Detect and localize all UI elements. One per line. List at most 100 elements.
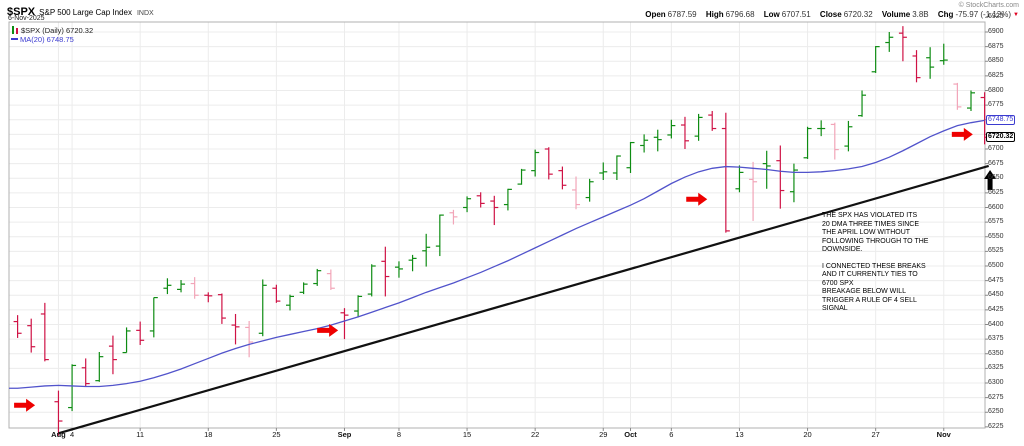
ohlc-bar bbox=[81, 358, 90, 387]
ohlc-bar bbox=[463, 196, 472, 213]
ohlc-bar bbox=[435, 214, 444, 257]
ohlc-bar bbox=[694, 113, 703, 141]
y-axis-label: 6400 bbox=[988, 320, 1004, 328]
ohlc-bar bbox=[939, 43, 948, 65]
ohlc-bar bbox=[572, 176, 581, 210]
y-axis-label: 6825 bbox=[988, 71, 1004, 79]
red-right-arrow bbox=[317, 323, 339, 337]
ohlc-bar bbox=[503, 188, 512, 211]
x-axis-label-oct: Oct bbox=[624, 430, 637, 439]
y-axis-label: 6700 bbox=[988, 145, 1004, 152]
legend-ma-text: MA(20) 6748.75 bbox=[20, 35, 74, 44]
chg-label: Chg bbox=[937, 10, 954, 19]
gridlines bbox=[9, 22, 985, 428]
y-axis-label: 6475 bbox=[988, 276, 1004, 284]
ohlc-bar bbox=[476, 192, 485, 208]
x-axis-label-nov: Nov bbox=[936, 430, 951, 439]
ohlc-bar bbox=[776, 145, 785, 209]
red-right-arrow bbox=[951, 127, 973, 141]
ohlc-bar bbox=[122, 327, 131, 354]
x-axis-label-15: 15 bbox=[462, 430, 472, 439]
price-style-icon bbox=[11, 26, 19, 34]
ohlc-bar bbox=[653, 129, 662, 152]
ohlc-bar bbox=[449, 209, 458, 225]
ticker-name: S&P 500 Large Cap Index bbox=[39, 8, 132, 17]
y-axis-label: 6250 bbox=[988, 408, 1004, 416]
ohlc-bar bbox=[95, 351, 104, 382]
ohlc-bar bbox=[871, 46, 880, 73]
volume-label: Volume bbox=[881, 10, 911, 19]
ohlc-bar bbox=[926, 47, 935, 79]
ohlc-bar bbox=[408, 254, 417, 272]
ohlc-bar bbox=[531, 149, 540, 177]
y-axis-label: 6350 bbox=[988, 349, 1004, 357]
open-label: Open bbox=[645, 10, 666, 19]
ohlc-bar bbox=[340, 308, 349, 340]
x-axis-label-11: 11 bbox=[136, 430, 145, 439]
ohlc-bar bbox=[953, 82, 962, 110]
analyst-note-para2: I CONNECTED THESE BREAKS AND IT CURRENTL… bbox=[822, 262, 926, 313]
ohlc-bar bbox=[612, 155, 621, 181]
ohlc-bar bbox=[708, 110, 717, 131]
high-label: High bbox=[705, 10, 724, 19]
y-axis-label: 6300 bbox=[988, 379, 1004, 386]
y-axis-label: 6450 bbox=[988, 291, 1004, 299]
y-axis-label: 6425 bbox=[988, 305, 1004, 313]
ohlc-bar bbox=[721, 112, 730, 233]
last-price-tag: 6720.32 bbox=[986, 132, 1016, 143]
ohlc-bar bbox=[286, 294, 294, 311]
high-value: 6796.68 bbox=[725, 10, 755, 19]
ohlc-bar bbox=[858, 90, 867, 117]
y-axis-label: 6525 bbox=[988, 247, 1004, 255]
ohlc-bars bbox=[13, 26, 989, 436]
ohlc-bar bbox=[204, 292, 213, 303]
y-axis-label: 6500 bbox=[988, 262, 1004, 269]
close-label: Close bbox=[819, 10, 842, 19]
ohlc-bar bbox=[898, 26, 907, 62]
ohlc-bar bbox=[803, 126, 812, 159]
chart-title: $SPX S&P 500 Large Cap Index INDX bbox=[7, 2, 154, 20]
ohlc-bar bbox=[313, 268, 322, 286]
ma20-line bbox=[9, 119, 985, 389]
y-axis-label: 6850 bbox=[988, 57, 1004, 65]
ohlc-bar bbox=[490, 195, 499, 226]
ohlc-bar bbox=[789, 163, 798, 203]
y-axis-label: 6550 bbox=[988, 232, 1004, 240]
y-axis-label: 6925 bbox=[988, 13, 1004, 21]
trendline bbox=[58, 164, 990, 435]
y-axis-label: 6650 bbox=[988, 174, 1004, 182]
ohlc-bar bbox=[544, 147, 553, 180]
ohlc-bar bbox=[354, 295, 363, 318]
y-axis-label: 6875 bbox=[988, 42, 1004, 50]
ohlc-bar bbox=[381, 246, 390, 297]
y-axis-label: 6600 bbox=[988, 203, 1004, 211]
volume-value: 3.8B bbox=[912, 10, 929, 19]
ohlc-bar bbox=[299, 282, 308, 295]
ohlc-bar bbox=[517, 168, 526, 185]
x-axis-label-sep: Sep bbox=[337, 430, 352, 439]
x-axis-label-13: 13 bbox=[735, 430, 744, 439]
ohlc-bar bbox=[640, 134, 649, 153]
ohlc-bar bbox=[967, 90, 975, 111]
x-axis-label-25: 25 bbox=[272, 430, 281, 439]
ohlc-bar bbox=[326, 269, 335, 290]
ohlc-bar bbox=[258, 279, 267, 337]
ma-line-icon bbox=[11, 38, 18, 40]
legend-price-row: $SPX (Daily) 6720.32 bbox=[11, 26, 93, 35]
x-axis-label-aug: Aug bbox=[51, 430, 66, 439]
chg-down-triangle-icon: ▼ bbox=[1013, 12, 1019, 18]
ohlc-bar bbox=[830, 122, 839, 160]
x-axis-label-27: 27 bbox=[871, 430, 880, 439]
x-axis-label-4: 4 bbox=[69, 430, 75, 439]
red-right-arrow bbox=[686, 192, 708, 206]
y-axis-label: 6325 bbox=[988, 364, 1004, 372]
red-right-arrow bbox=[14, 398, 36, 412]
ohlc-bar bbox=[40, 302, 49, 362]
open-value: 6787.59 bbox=[667, 10, 697, 19]
ohlc-bar bbox=[190, 277, 199, 299]
y-axis-label: 6375 bbox=[988, 335, 1004, 343]
ohlc-bar bbox=[844, 120, 853, 152]
x-axis-label-18: 18 bbox=[204, 430, 213, 439]
ma-price-tag: 6748.75 bbox=[986, 115, 1016, 126]
